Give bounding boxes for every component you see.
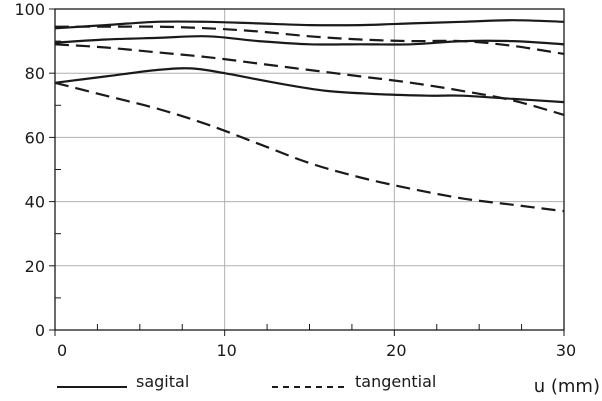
x-tick-label: 30 xyxy=(556,341,576,360)
y-tick-label: 0 xyxy=(35,321,45,340)
x-tick-label: 0 xyxy=(57,341,67,360)
axis-layer: 0 10 20 30 0 20 40 60 80 100 xyxy=(14,0,576,360)
grid-layer xyxy=(55,9,564,330)
sagital-series-line-2 xyxy=(54,35,565,46)
series-layer xyxy=(54,19,565,213)
tangential-series-line-5 xyxy=(54,43,565,116)
x-tick-label: 10 xyxy=(216,341,236,360)
legend-sagital-label: sagital xyxy=(136,372,189,391)
tangential-series-line-4 xyxy=(55,25,565,55)
y-tick-label: 40 xyxy=(25,193,45,212)
y-tick-label: 80 xyxy=(25,64,45,83)
tangential-series-line-6 xyxy=(54,81,565,213)
plot-frame xyxy=(54,8,565,331)
x-axis-label: u (mm) xyxy=(534,376,600,397)
x-tick-label: 20 xyxy=(386,341,406,360)
y-tick-label: 20 xyxy=(25,257,45,276)
sagital-series-line-1 xyxy=(54,19,565,30)
y-tick-label: 60 xyxy=(25,128,45,147)
legend-tangential-label: tangential xyxy=(355,372,436,391)
y-tick-label: 100 xyxy=(14,0,45,19)
sagital-series-line-3 xyxy=(54,67,565,104)
legend-layer: sagital tangential xyxy=(57,372,436,391)
